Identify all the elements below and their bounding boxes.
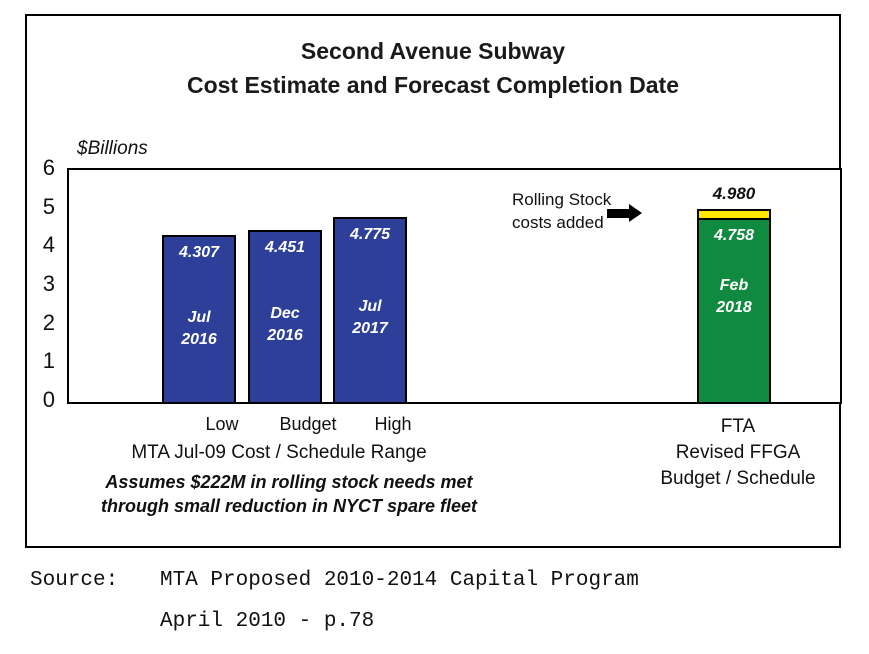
- y-tick-label: 6: [42, 155, 55, 180]
- bar-date-month: Feb: [719, 276, 749, 294]
- bar-date-label: Feb 2018: [699, 275, 769, 319]
- bar-value-label: 4.758: [713, 227, 755, 245]
- right-group-label: FTA Revised FFGA Budget / Schedule: [608, 414, 868, 492]
- source-label: Source:: [30, 569, 119, 592]
- note-line: Assumes $222M in rolling stock needs met: [105, 472, 473, 492]
- y-tick-label: 0: [42, 387, 55, 412]
- bar-date-year: 2016: [181, 330, 217, 348]
- bar-date-year: 2017: [352, 320, 388, 338]
- right-group-line: Budget / Schedule: [660, 468, 816, 489]
- bar-high: 4.775 Jul 2017: [333, 217, 407, 402]
- source-line: MTA Proposed 2010-2014 Capital Program: [160, 569, 639, 592]
- x-tick-high: High: [374, 414, 412, 434]
- bar-date-year: 2018: [716, 298, 752, 316]
- y-tick-label: 5: [42, 193, 55, 219]
- source-text: MTA Proposed 2010-2014 Capital Program A…: [160, 560, 639, 642]
- bar-value-label: 4.775: [349, 226, 391, 244]
- x-tick-budget: Budget: [279, 414, 337, 434]
- bar-budget: 4.451 Dec 2016: [248, 229, 322, 402]
- right-group-line: FTA: [720, 416, 756, 437]
- plot-area: 4.307 Jul 2016 4.451 Dec 2016 4.775 Jul …: [67, 168, 842, 404]
- x-tick-low: Low: [205, 414, 239, 434]
- bar-value-label: 4.451: [264, 238, 306, 256]
- bar-date-label: Dec 2016: [250, 303, 320, 347]
- fta-total-label: 4.980: [712, 184, 756, 204]
- rolling-stock-segment: [697, 209, 771, 221]
- annotation-line: costs added: [512, 213, 604, 232]
- bar-value-label: 4.307: [178, 244, 220, 262]
- bar-low: 4.307 Jul 2016: [162, 235, 236, 402]
- left-group-label: MTA Jul-09 Cost / Schedule Range: [131, 442, 427, 463]
- left-group-note: Assumes $222M in rolling stock needs met…: [49, 470, 529, 518]
- bar-date-label: Jul 2016: [164, 307, 234, 351]
- bar-date-label: Jul 2017: [335, 296, 405, 340]
- y-tick-label: 3: [42, 271, 55, 296]
- bar-date-month: Dec: [270, 305, 300, 323]
- chart-frame: Second Avenue Subway Cost Estimate and F…: [25, 14, 842, 548]
- bar-date-month: Jul: [358, 298, 382, 316]
- bar-fta: 4.758 Feb 2018: [697, 218, 771, 402]
- y-tick-label: 4: [42, 232, 55, 258]
- note-line: through small reduction in NYCT spare fl…: [100, 496, 478, 516]
- y-tick-label: 1: [42, 348, 55, 374]
- y-tick-label: 2: [42, 309, 55, 335]
- right-group-line: Revised FFGA: [675, 442, 801, 463]
- y-axis-unit-label: $Billions: [77, 138, 148, 159]
- source-line: April 2010 - p.78: [160, 610, 375, 633]
- source-citation: Source: MTA Proposed 2010-2014 Capital P…: [30, 560, 639, 642]
- bar-date-year: 2016: [267, 327, 303, 345]
- right-arrow-icon: [607, 204, 642, 222]
- chart-subtitle: Cost Estimate and Forecast Completion Da…: [186, 72, 680, 98]
- y-axis: 0 1 2 3 4 5 6: [27, 155, 59, 412]
- bar-date-month: Jul: [187, 308, 211, 326]
- chart-title-block: Second Avenue Subway Cost Estimate and F…: [27, 16, 839, 102]
- annotation-line: Rolling Stock: [512, 190, 612, 209]
- chart-title: Second Avenue Subway: [300, 38, 566, 64]
- rolling-stock-annotation: Rolling Stock costs added: [512, 188, 611, 234]
